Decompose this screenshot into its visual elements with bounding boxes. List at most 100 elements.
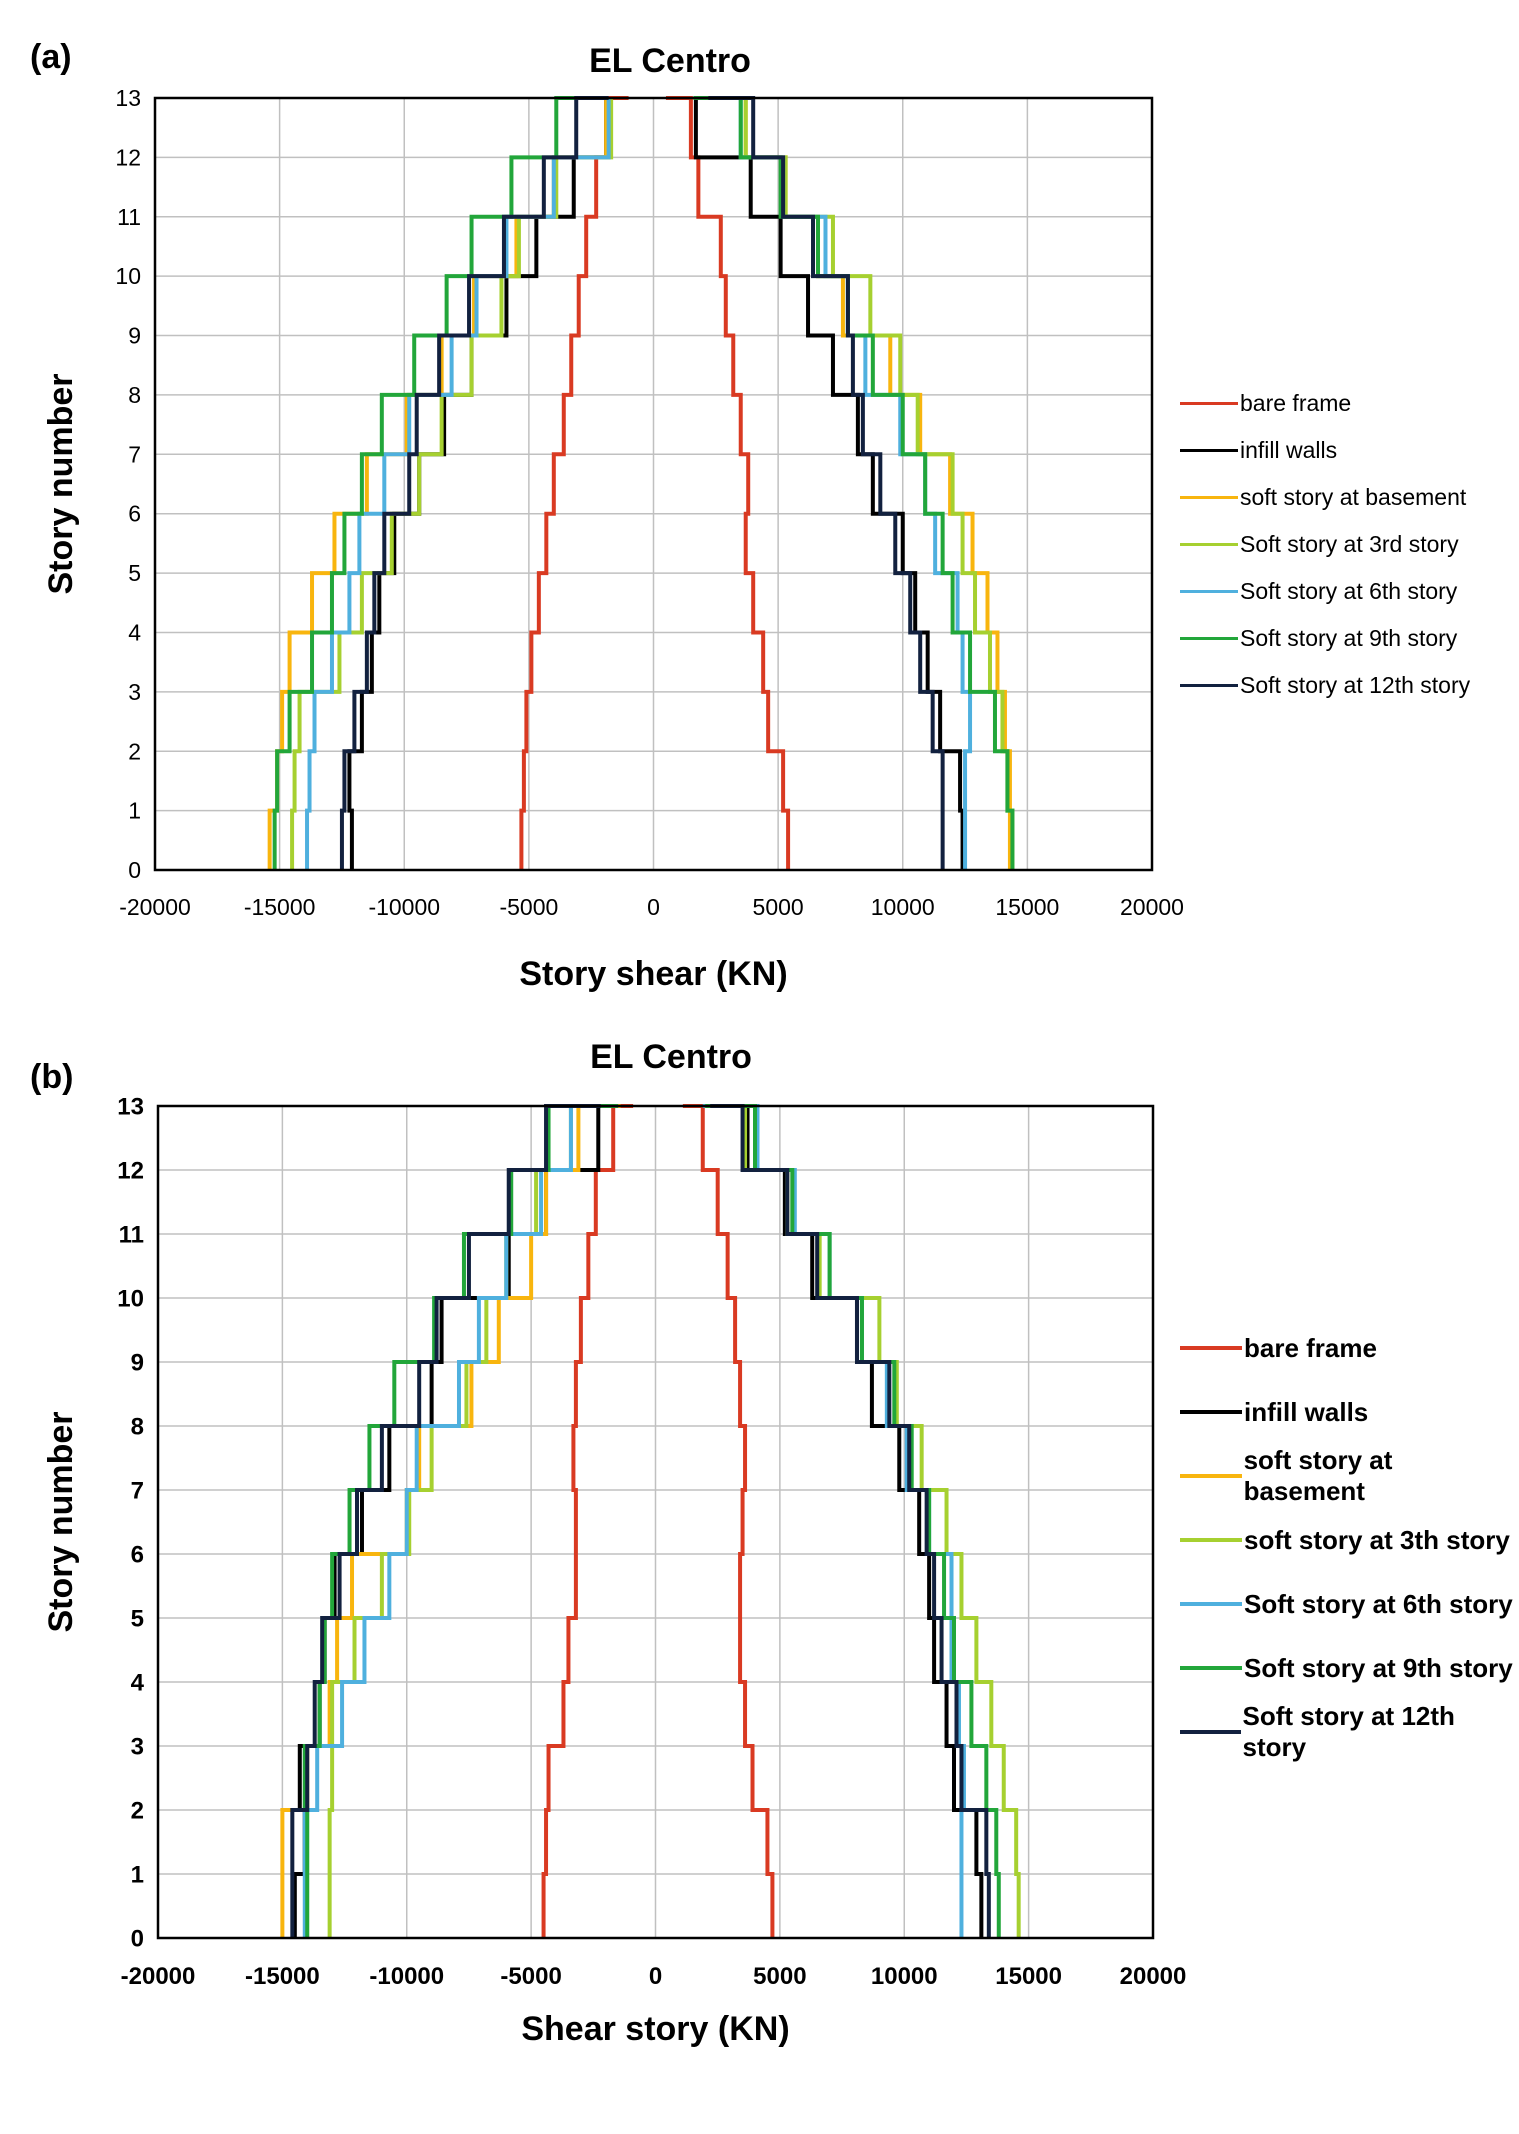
y-tick-label: 5 [128,560,141,586]
legend-item: Soft story at 9th story [1180,1636,1519,1700]
legend-item: Soft story at 12th story [1180,1700,1519,1764]
legend-label: bare frame [1244,1332,1377,1363]
y-tick-label: 4 [131,1669,145,1696]
y-tick-label: 10 [117,1285,144,1312]
y-tick-label: 0 [131,1925,144,1952]
y-tick-label: 7 [131,1477,144,1504]
series-line-twelfth-pos [710,1104,991,1938]
series-line-basement-neg [280,1104,621,1938]
legend-label: Soft story at 12th story [1240,672,1471,698]
legend-swatch [1180,1410,1242,1414]
x-tick-label: 0 [647,894,660,920]
y-tick-label: 10 [115,263,141,289]
legend-swatch [1180,1666,1242,1670]
legend-label: infill walls [1244,1396,1369,1427]
y-tick-label: 1 [128,798,141,824]
x-tick-label: -20000 [119,894,191,920]
legend-swatch [1180,590,1238,593]
legend-swatch [1180,1602,1242,1606]
panel-label: (a) [30,38,72,76]
legend-item: bare frame [1180,1316,1519,1380]
y-tick-label: 1 [131,1861,144,1888]
x-tick-label: -5000 [499,894,558,920]
series-line-bare-neg [541,1104,634,1938]
legend-label: Soft story at 6th story [1244,1588,1513,1619]
x-tick-label: 0 [649,1963,662,1990]
legend-swatch [1180,684,1238,687]
x-tick-label: 15000 [995,894,1059,920]
x-tick-label: 20000 [1120,1963,1187,1990]
series-line-third-pos [707,1104,1021,1938]
x-tick-label: 5000 [753,894,804,920]
x-tick-label: 5000 [753,1963,806,1990]
series-line-twelfth-neg [339,96,609,870]
y-tick-label: 13 [117,1093,144,1120]
y-tick-label: 4 [128,620,141,646]
series-line-ninth-neg [302,1104,619,1938]
x-tick-label: 10000 [871,894,935,920]
series-line-bare-neg [519,96,629,870]
series-line-infill-neg [347,98,609,870]
legend-swatch [1180,543,1238,546]
y-tick-label: 13 [115,85,141,111]
legend-item: soft story at 3th story [1180,1508,1519,1572]
series-line-ninth-neg [272,96,607,870]
chart-panel-b: (b) EL Centro -20000 -15000 -10000 -5000 0 50… [0,1000,1519,2050]
legend-a: bare frame infill walls soft story at base… [1180,380,1470,709]
legend-item: bare frame [1180,380,1470,427]
legend-label: soft story at basement [1240,484,1467,510]
legend-item: Soft story at 9th story [1180,615,1470,662]
legend-label: soft story at 3th story [1244,1524,1510,1555]
legend-item: Soft story at 6th story [1180,568,1470,615]
legend-label: Soft story at 6th story [1240,578,1458,604]
x-tick-label: -10000 [369,1963,444,1990]
series-line-sixth-pos [698,96,973,870]
x-tick-label: -15000 [244,894,316,920]
legend-item: soft story at basement [1180,474,1470,521]
legend-swatch [1180,1346,1242,1350]
y-tick-label: 3 [128,679,141,705]
chart-canvas-a: -20000 -15000 -10000 -5000 0 5000 10000 15000 20… [42,85,1184,993]
series-line-twelfth-neg [290,1104,601,1938]
x-tick-label: -5000 [500,1963,561,1990]
chart-panel-a: (a) EL Centro -20000 -15000 -10000 -5000 0 50… [0,0,1519,1050]
y-tick-label: 9 [131,1349,144,1376]
y-axis-label: Story number [42,1411,80,1632]
y-tick-label: 11 [119,1221,144,1248]
series-line-infill-pos [705,1104,984,1938]
y-tick-label: 6 [131,1541,144,1568]
legend-label: Soft story at 12th story [1242,1701,1455,1762]
y-tick-label: 6 [128,501,141,527]
y-tick-label: 11 [117,204,141,230]
legend-item: Soft story at 12th story [1180,662,1470,709]
chart-title: EL Centro [590,1038,752,1076]
chart-canvas-b: -20000 -15000 -10000 -5000 0 5000 10000 15000 20… [42,1093,1187,2048]
grid [154,97,1153,871]
y-tick-label: 2 [128,738,141,764]
legend-swatch [1180,402,1238,405]
y-tick-label: 9 [128,323,141,349]
series-line-twelfth-pos [708,96,945,870]
y-tick-label: 2 [131,1797,144,1824]
legend-label: Soft story at 3rd story [1240,531,1459,557]
legend-swatch [1180,1730,1241,1734]
x-tick-label: -20000 [121,1963,196,1990]
x-tick-label: -10000 [368,894,440,920]
legend-item: Soft story at 6th story [1180,1572,1519,1636]
series-line-bare-pos [665,96,791,870]
y-tick-label: 8 [131,1413,144,1440]
plot-area-border [156,1104,1155,1940]
legend-item: soft story at basement [1180,1444,1519,1508]
series-line-bare-pos [682,1104,775,1938]
legend-label: bare frame [1240,390,1352,416]
legend-swatch [1180,1538,1242,1542]
legend-swatch [1180,449,1238,452]
series-line-ninth-pos [705,1104,1001,1938]
legend-label: infill walls [1240,437,1338,463]
x-tick-label: 20000 [1120,894,1184,920]
legend-label: Soft story at 9th story [1244,1652,1513,1683]
y-tick-label: 5 [131,1605,144,1632]
series-line-third-neg [327,1104,614,1938]
legend-label: Soft story at 9th story [1240,625,1458,651]
legend-item: Soft story at 3rd story [1180,521,1470,568]
